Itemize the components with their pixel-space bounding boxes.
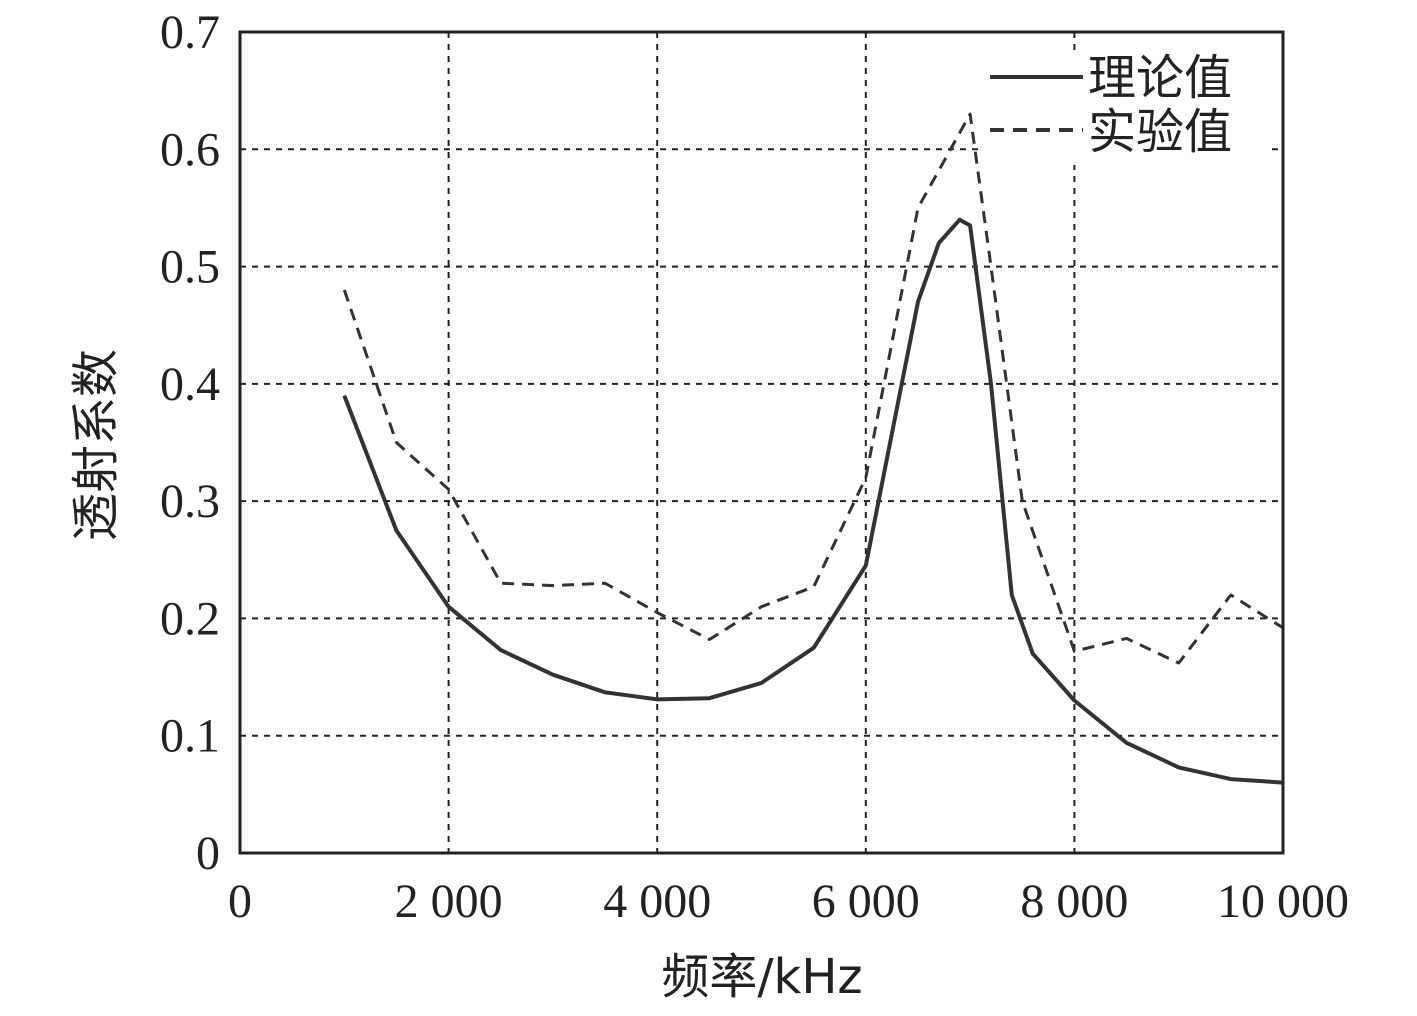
x-tick-label-0: 0 <box>228 875 252 928</box>
y-tick-label-3: 0.3 <box>160 475 220 528</box>
y-tick-label-2: 0.2 <box>160 592 220 645</box>
y-tick-label-4: 0.4 <box>160 358 220 411</box>
x-axis-title: 频率/kHz <box>661 949 862 1005</box>
series-lines <box>342 112 1284 785</box>
y-axis-title: 透射系数 <box>68 349 124 541</box>
x-tick-label-4: 8 000 <box>1020 875 1128 928</box>
y-tick-label-5: 0.5 <box>160 241 220 294</box>
x-tick-label-5: 10 000 <box>1217 875 1349 928</box>
x-tick-label-2: 4 000 <box>603 875 711 928</box>
y-tick-label-6: 0.6 <box>160 123 220 176</box>
y-tick-label-7: 0.7 <box>160 6 220 59</box>
x-tick-labels: 0 2 000 4 000 6 000 8 000 10 000 <box>228 875 1349 928</box>
x-tick-label-3: 6 000 <box>812 875 920 928</box>
y-tick-label-1: 0.1 <box>160 710 220 763</box>
y-tick-label-0: 0 <box>196 827 220 880</box>
legend-background <box>982 50 1272 165</box>
legend: 理论值 实验值 <box>982 50 1272 165</box>
legend-label-experimental: 实验值 <box>1088 104 1232 160</box>
series-line-0 <box>342 217 1284 785</box>
series-line-1 <box>342 112 1284 665</box>
legend-label-theoretical: 理论值 <box>1088 50 1232 106</box>
plot-frame <box>238 30 1285 855</box>
y-tick-labels: 0 0.1 0.2 0.3 0.4 0.5 0.6 0.7 <box>160 6 220 880</box>
x-tick-label-1: 2 000 <box>395 875 503 928</box>
